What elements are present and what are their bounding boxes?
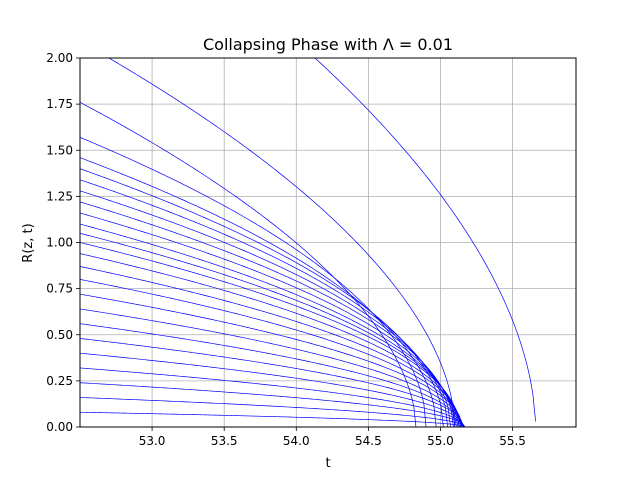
- x-tick-label: 55.0: [427, 434, 454, 448]
- y-axis-label: R(z, t): [21, 223, 36, 262]
- y-tick-label: 0.50: [46, 328, 73, 342]
- series-line: [80, 212, 456, 427]
- y-axis-ticks: 0.00 0.25 0.50 0.75 1.00 1.25 1.50 1.75 2.00: [46, 51, 80, 434]
- series-line: [314, 58, 536, 422]
- series-line: [80, 308, 463, 427]
- y-tick-label: 1.50: [46, 143, 73, 157]
- series-line: [80, 168, 444, 427]
- series-line: [108, 58, 456, 427]
- y-tick-label: 1.00: [46, 236, 73, 250]
- series-line: [80, 279, 461, 427]
- y-tick-label: 1.75: [46, 97, 73, 111]
- series-group: [80, 58, 536, 427]
- x-tick-label: 54.0: [283, 434, 310, 448]
- series-line: [80, 253, 460, 427]
- series-line: [80, 190, 451, 427]
- series-line: [80, 242, 460, 427]
- x-tick-label: 53.5: [211, 434, 238, 448]
- series-line: [80, 266, 461, 427]
- y-tick-label: 0.25: [46, 374, 73, 388]
- series-line: [80, 367, 464, 427]
- series-line: [80, 293, 463, 427]
- y-tick-label: 0.75: [46, 282, 73, 296]
- series-line: [80, 101, 417, 427]
- series-line: [80, 397, 466, 427]
- series-line: [80, 382, 466, 427]
- x-tick-label: 54.5: [355, 434, 382, 448]
- series-line: [80, 323, 463, 427]
- x-axis-label: t: [325, 456, 330, 471]
- series-line: [80, 157, 437, 427]
- grid: [80, 57, 576, 428]
- x-axis-ticks: 53.0 53.5 54.0 54.5 55.0 55.5: [139, 427, 526, 448]
- y-tick-label: 0.00: [46, 420, 73, 434]
- series-line: [80, 232, 459, 427]
- y-tick-label: 1.25: [46, 189, 73, 203]
- series-line: [80, 352, 464, 427]
- series-line: [80, 137, 427, 427]
- x-tick-label: 53.0: [139, 434, 166, 448]
- chart-title: Collapsing Phase with Λ = 0.01: [203, 35, 453, 54]
- y-tick-label: 2.00: [46, 51, 73, 65]
- series-line: [80, 411, 466, 427]
- x-tick-label: 55.5: [499, 434, 526, 448]
- series-line: [80, 338, 464, 427]
- series-line: [80, 223, 457, 427]
